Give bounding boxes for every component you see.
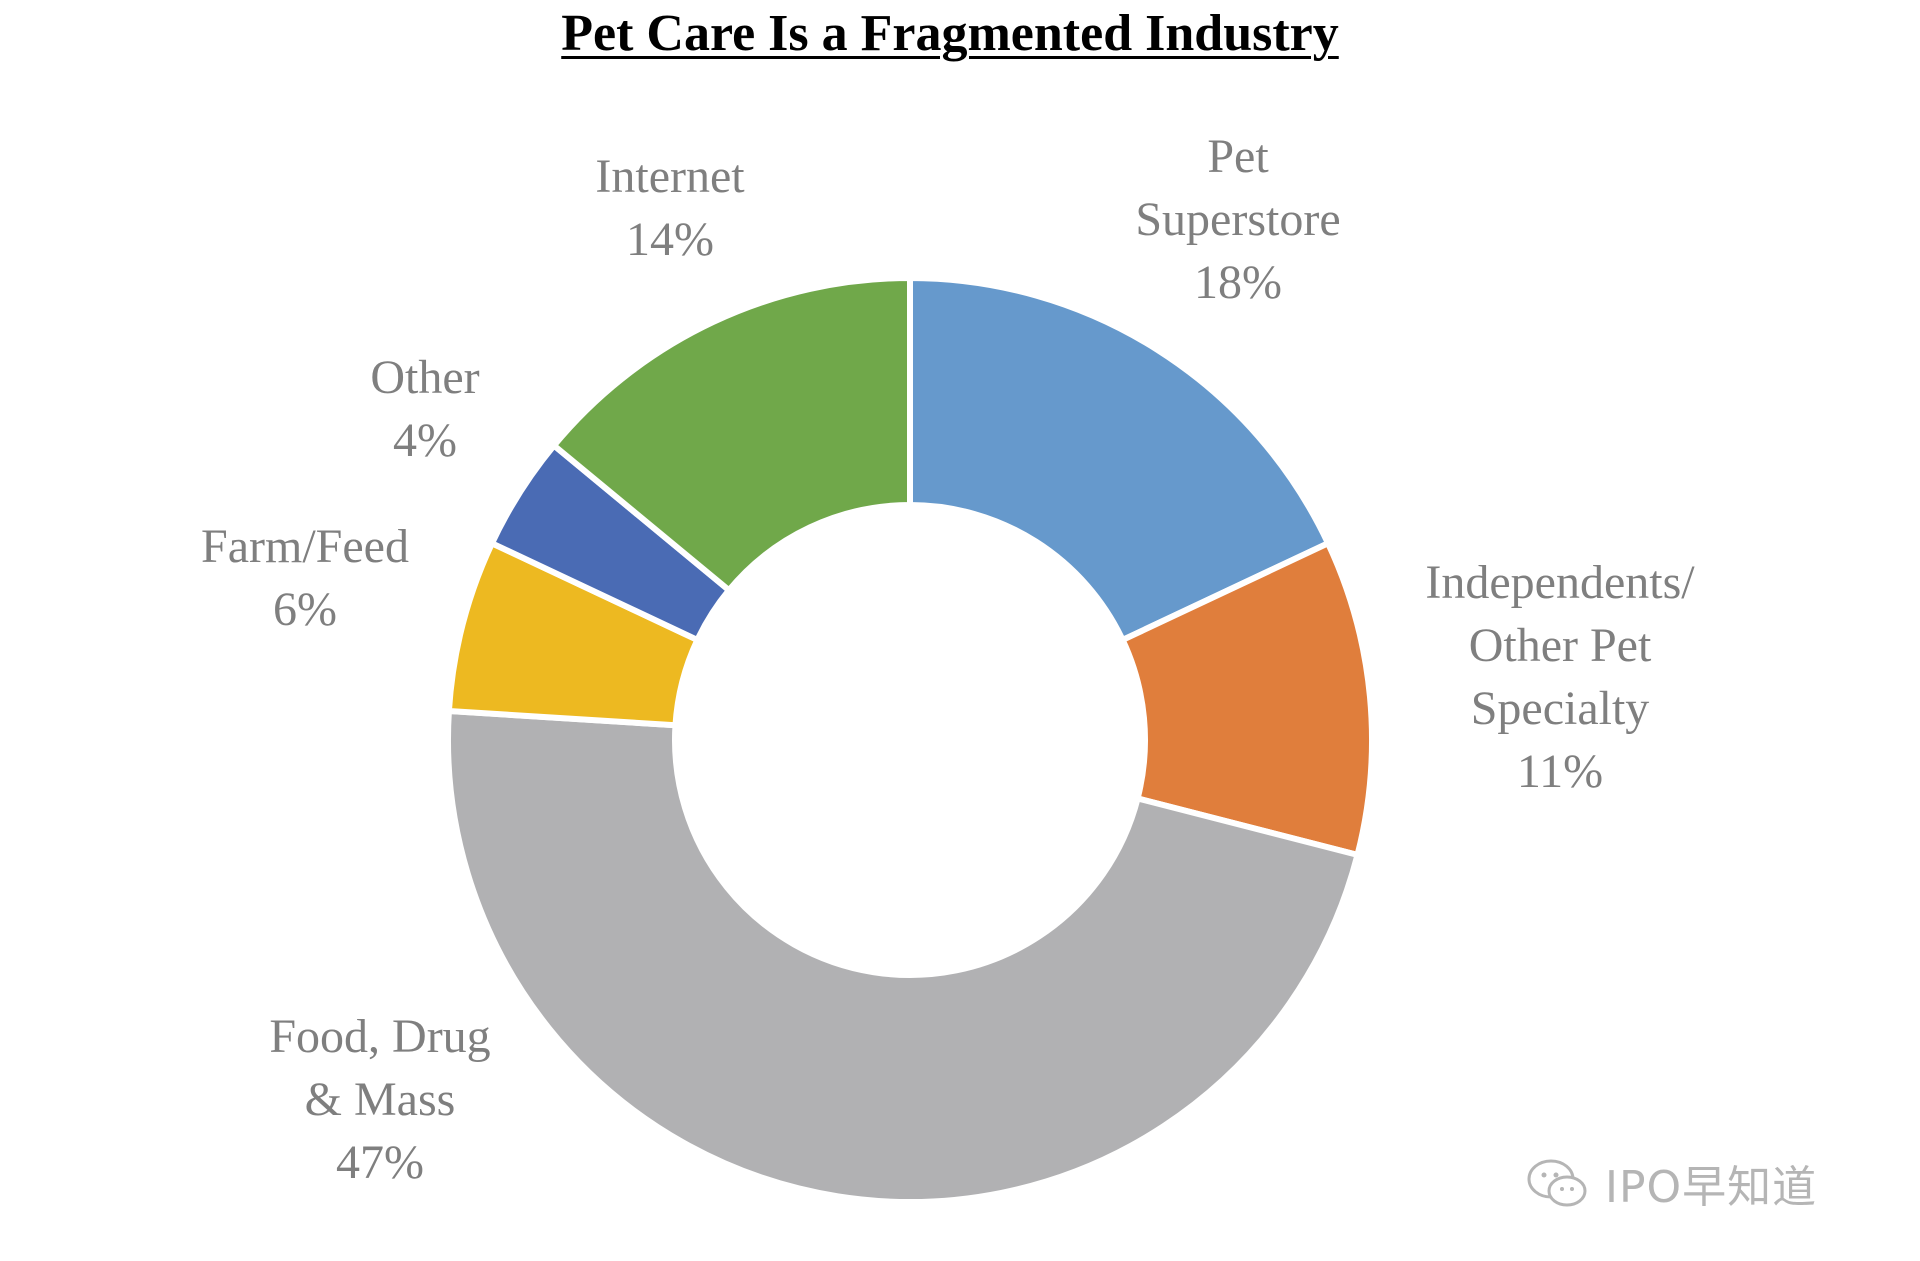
slice-category-label: & Mass <box>305 1073 456 1126</box>
watermark-text: IPO早知道 <box>1605 1162 1818 1213</box>
labels-group: Pet Superstore 18% Independents/Other Pet Sp… <box>201 130 1695 1189</box>
slice-value-label: 11% <box>1517 745 1603 798</box>
slice-label-2: Food, Drug & Mass 47% <box>269 1010 490 1189</box>
slice-value-label: 14% <box>626 213 714 266</box>
slice-label-4: Other 4% <box>370 351 479 467</box>
slice-category-label: Other Pet <box>1469 619 1652 672</box>
chart-title: Pet Care Is a Fragmented Industry <box>561 5 1339 62</box>
slice-5 <box>549 274 913 595</box>
slice-0 <box>907 274 1333 644</box>
slice-category-label: Farm/Feed <box>201 520 409 573</box>
slice-2 <box>445 707 1362 1205</box>
slice-label-1: Independents/Other Pet Specialty 11% <box>1425 556 1695 798</box>
slice-value-label: 6% <box>273 583 337 636</box>
slice-category-label: Internet <box>595 150 745 203</box>
slices-group <box>445 274 1375 1205</box>
slice-category-label: Other <box>370 351 479 404</box>
slice-category-label: Pet <box>1207 130 1269 183</box>
wechat-icon <box>1527 1159 1587 1207</box>
slice-category-label: Food, Drug <box>269 1010 490 1063</box>
slice-value-label: 4% <box>393 414 457 467</box>
slice-category-label: Specialty <box>1471 682 1650 735</box>
slice-label-0: Pet Superstore 18% <box>1135 130 1340 309</box>
slice-value-label: 18% <box>1194 256 1282 309</box>
slice-label-5: Internet 14% <box>595 150 745 266</box>
slice-label-3: Farm/Feed 6% <box>201 520 409 636</box>
watermark: IPO早知道 <box>1525 1148 1865 1218</box>
slice-category-label: Superstore <box>1135 193 1340 246</box>
slice-category-label: Independents/ <box>1425 556 1695 609</box>
slice-value-label: 47% <box>336 1136 424 1189</box>
slice-1 <box>1118 539 1375 859</box>
